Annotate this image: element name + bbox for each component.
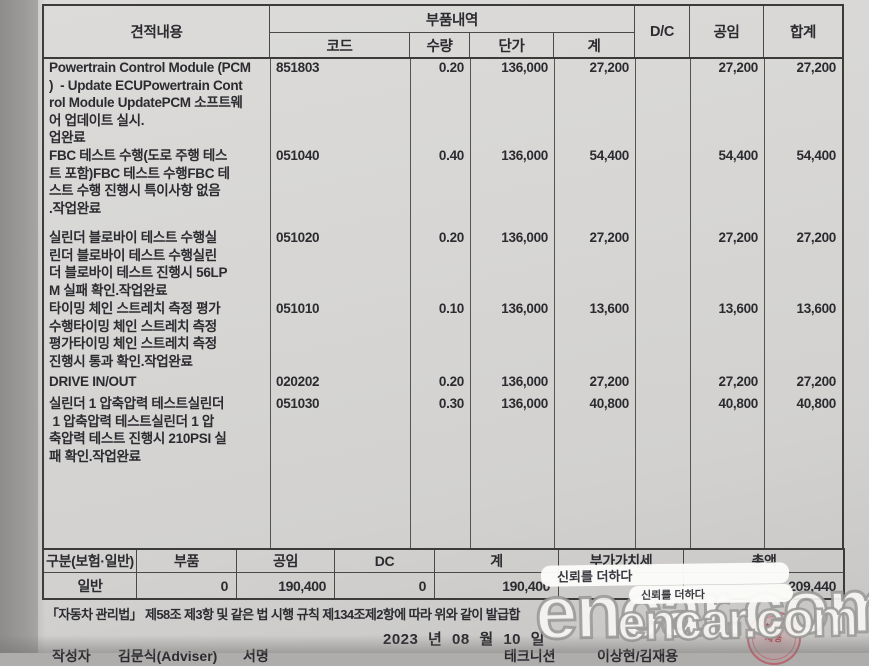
cell-labor: 27,200: [718, 230, 759, 245]
cell-subtotal: 40,800: [589, 396, 630, 411]
cell-dc: [635, 300, 690, 370]
table-row: DRIVE IN/OUT 020202 0.20 136,000 27,200 …: [44, 373, 842, 391]
table-row: 실린더 블로바이 테스트 수행실 린더 블로바이 테스트 수행실린 더 블로바이…: [44, 229, 842, 299]
col-header-total: 합계: [789, 25, 817, 41]
cell-code: 051020: [276, 230, 320, 245]
cell-description: Powertrain Control Module (PCM ) - Updat…: [49, 60, 251, 145]
cell-labor: 13,600: [718, 301, 759, 316]
col-header-qty: 수량: [410, 33, 470, 57]
cell-code: 051030: [276, 396, 320, 411]
col-header-subtotal: 계: [554, 33, 635, 57]
cell-unit-price: 136,000: [501, 374, 548, 389]
estimate-table-header: 견적내용 부품내역 코드 수량 단가 계 D/C 공임 합계: [44, 6, 842, 59]
cell-dc: [635, 147, 690, 217]
writer-name: 김문식(Adviser): [118, 648, 218, 664]
col-header-parts-group: 부품내역: [270, 6, 635, 33]
cell-description: 실린더 블로바이 테스트 수행실 린더 블로바이 테스트 수행실린 더 블로바이…: [49, 230, 228, 298]
signature-label: 서명: [243, 648, 269, 664]
cell-unit-price: 136,000: [501, 301, 548, 316]
cell-description: DRIVE IN/OUT: [49, 374, 137, 389]
cell-qty: 0.20: [438, 374, 464, 389]
col-header-labor: 공임: [690, 6, 764, 57]
cell-code: 051010: [276, 301, 320, 316]
cell-unit-price: 136,000: [501, 60, 548, 75]
writer-label: 작성자: [52, 648, 91, 664]
cell-code: 020202: [276, 374, 320, 389]
summary-header-parts: 부품: [137, 550, 237, 573]
cell-total: 27,200: [796, 60, 837, 75]
cell-unit-price: 136,000: [501, 148, 548, 163]
cell-description: FBC 테스트 수행(도로 주행 테스 트 포함)FBC 테스트 수행FBC 테…: [49, 148, 230, 216]
cell-qty: 0.10: [438, 301, 464, 316]
slogan-watermark-bar: 신뢰를 더하다: [540, 562, 790, 587]
cell-labor: 54,400: [718, 148, 759, 163]
cell-dc: [635, 373, 690, 391]
cell-total: 54,400: [796, 148, 837, 163]
cell-total: 40,800: [796, 396, 837, 411]
summary-header-labor: 공임: [237, 550, 335, 573]
cell-unit-price: 136,000: [501, 230, 548, 245]
summary-value-dc: 0: [335, 573, 435, 598]
cell-code: 851803: [276, 60, 320, 75]
cell-dc: [635, 229, 690, 299]
slogan-watermark-bar-small: 신뢰를 더하다: [628, 583, 794, 605]
summary-header-dc: DC: [335, 550, 435, 573]
cell-total: 27,200: [796, 374, 837, 389]
col-header-unit-price: 단가: [470, 33, 554, 57]
cell-subtotal: 27,200: [589, 60, 630, 75]
col-header-estimate: 견적내용: [44, 6, 270, 57]
col-header-code: 코드: [270, 33, 410, 57]
cell-qty: 0.40: [438, 148, 464, 163]
cell-total: 27,200: [796, 230, 837, 245]
cell-subtotal: 27,200: [589, 374, 630, 389]
cell-qty: 0.30: [438, 396, 464, 411]
cell-dc: [635, 59, 690, 147]
cell-labor: 27,200: [718, 60, 759, 75]
cell-subtotal: 13,600: [589, 301, 630, 316]
cell-description: 실린더 1 압축압력 테스트실린더 1 압축압력 테스트실린더 1 압 축압력 …: [49, 396, 227, 464]
cell-labor: 27,200: [718, 374, 759, 389]
cell-total: 13,600: [796, 301, 837, 316]
summary-value-parts: 0: [137, 573, 237, 598]
table-row: 실린더 1 압축압력 테스트실린더 1 압축압력 테스트실린더 1 압 축압력 …: [44, 395, 842, 465]
table-row: 타이밍 체인 스트레치 측정 평가 수행타이밍 체인 스트레치 측정 평가타이밍…: [44, 300, 842, 370]
summary-header-category: 구분(보험·일반): [44, 550, 137, 573]
summary-value-labor: 190,400: [237, 573, 335, 598]
cell-qty: 0.20: [438, 60, 464, 75]
table-row: FBC 테스트 수행(도로 주행 테스 트 포함)FBC 테스트 수행FBC 테…: [44, 147, 842, 217]
summary-value-category: 일반: [44, 573, 137, 598]
cell-unit-price: 136,000: [501, 396, 548, 411]
cell-subtotal: 27,200: [589, 230, 630, 245]
estimate-table-body: Powertrain Control Module (PCM ) - Updat…: [44, 59, 842, 550]
estimate-table: 견적내용 부품내역 코드 수량 단가 계 D/C 공임 합계 Powertrai…: [42, 4, 844, 550]
legal-notice: 「자동차 관리법」 제58조 제3항 및 같은 법 시행 규칙 제134조제2항…: [46, 607, 520, 622]
cell-description: 타이밍 체인 스트레치 측정 평가 수행타이밍 체인 스트레치 측정 평가타이밍…: [49, 301, 221, 369]
cell-dc: [635, 395, 690, 465]
cell-qty: 0.20: [438, 230, 464, 245]
col-header-dc: D/C: [635, 6, 690, 57]
cell-code: 051040: [276, 148, 320, 163]
cell-subtotal: 54,400: [589, 148, 630, 163]
table-row: Powertrain Control Module (PCM ) - Updat…: [44, 59, 842, 147]
cell-labor: 40,800: [718, 396, 759, 411]
